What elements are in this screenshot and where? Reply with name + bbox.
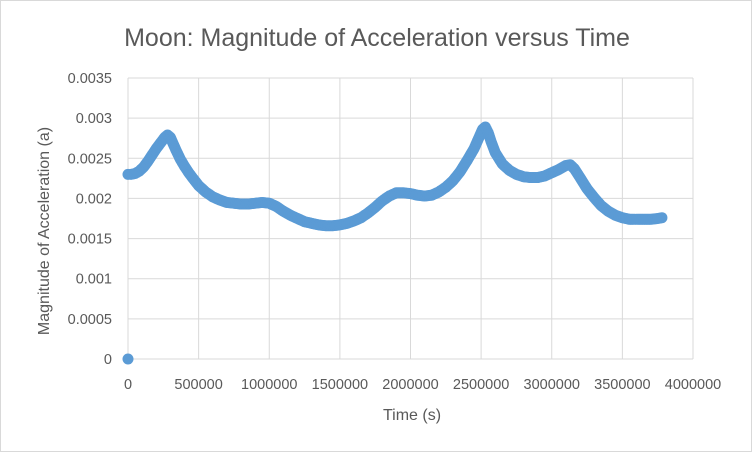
x-tick-label: 500000 — [174, 377, 222, 393]
y-tick-label: 0.0005 — [68, 312, 112, 328]
series-0 — [122, 121, 668, 232]
y-tick-label: 0.0035 — [68, 71, 112, 87]
y-tick-label: 0.0015 — [68, 232, 112, 248]
y-tick-label: 0.0025 — [68, 151, 112, 167]
x-tick-label: 1500000 — [312, 377, 368, 393]
y-tick-label: 0.002 — [76, 191, 112, 207]
x-tick-label: 4000000 — [665, 377, 721, 393]
x-tick-label: 0 — [124, 377, 132, 393]
chart-title: Moon: Magnitude of Acceleration versus T… — [124, 24, 630, 52]
x-axis-label: Time (s) — [383, 407, 441, 424]
series-1 — [122, 353, 134, 365]
y-tick-label: 0.001 — [76, 272, 112, 288]
grid-layer — [127, 77, 694, 360]
x-tick-label: 2500000 — [453, 377, 509, 393]
x-tick-label: 3500000 — [594, 377, 650, 393]
y-tick-label: 0 — [104, 352, 112, 368]
y-axis-label: Magnitude of Acceleration (a) — [36, 127, 53, 335]
x-tick-label: 1000000 — [241, 377, 297, 393]
data-point — [122, 353, 134, 365]
tick-layer: 0 0.0005 0.001 0.0015 0.002 0.0025 0.003 0.0035… — [68, 71, 722, 393]
points-layer — [122, 121, 668, 365]
x-tick-label: 2000000 — [382, 377, 438, 393]
x-tick-label: 3000000 — [524, 377, 580, 393]
y-tick-label: 0.003 — [76, 111, 112, 127]
data-point — [656, 212, 668, 224]
